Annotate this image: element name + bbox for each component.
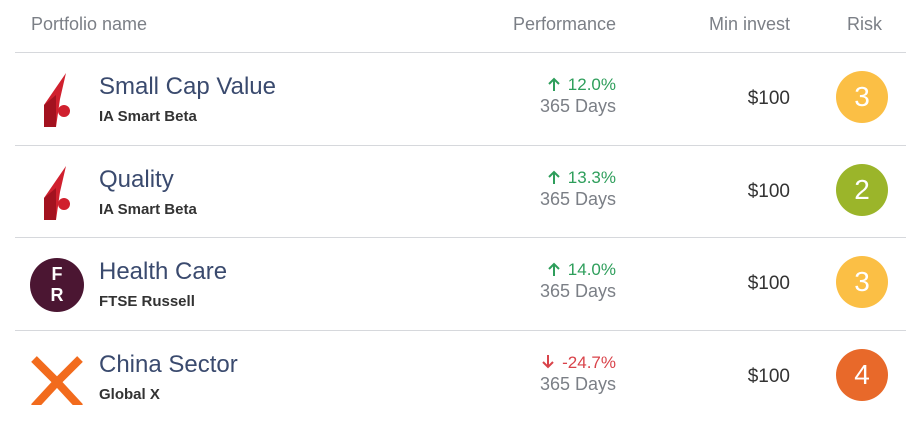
min-invest: $100 <box>748 273 790 295</box>
min-invest: $100 <box>748 366 790 388</box>
logo <box>30 166 84 220</box>
trend-arrow <box>548 262 560 276</box>
period: 365 Days <box>540 96 616 117</box>
risk-badge: 3 <box>836 71 888 123</box>
provider: IA Smart Beta <box>99 201 197 218</box>
portfolio-name[interactable]: Quality <box>99 166 174 194</box>
period: 365 Days <box>540 374 616 395</box>
logo <box>30 73 84 127</box>
performance: 14.0% <box>568 260 616 280</box>
trend-arrow <box>542 355 554 369</box>
min-invest: $100 <box>748 181 790 203</box>
column-header: Risk <box>847 14 882 35</box>
performance: -24.7% <box>562 353 616 373</box>
provider: Global X <box>99 386 160 403</box>
performance: 12.0% <box>568 75 616 95</box>
logo-icon <box>30 351 84 405</box>
column-header: Performance <box>513 14 616 35</box>
logo-letter: F <box>30 264 84 285</box>
period: 365 Days <box>540 189 616 210</box>
provider: IA Smart Beta <box>99 108 197 125</box>
portfolio-name[interactable]: China Sector <box>99 351 238 379</box>
portfolio-name[interactable]: Small Cap Value <box>99 73 276 101</box>
column-header: Min invest <box>709 14 790 35</box>
provider: FTSE Russell <box>99 293 195 310</box>
logo <box>30 351 84 405</box>
performance: 13.3% <box>568 168 616 188</box>
risk-badge: 2 <box>836 164 888 216</box>
risk-badge: 3 <box>836 256 888 308</box>
period: 365 Days <box>540 281 616 302</box>
column-header: Portfolio name <box>31 14 147 35</box>
min-invest: $100 <box>748 88 790 110</box>
trend-arrow <box>548 170 560 184</box>
logo-icon <box>30 73 84 127</box>
portfolio-name[interactable]: Health Care <box>99 258 227 286</box>
trend-arrow <box>548 77 560 91</box>
logo-letter: R <box>30 285 84 306</box>
logo-icon <box>30 166 84 220</box>
risk-badge: 4 <box>836 349 888 401</box>
